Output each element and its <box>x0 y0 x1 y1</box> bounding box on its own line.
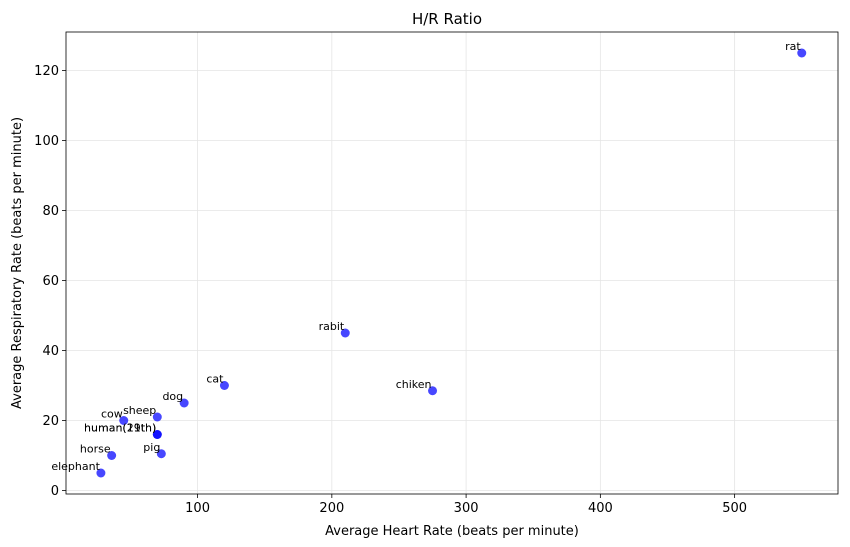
scatter-point <box>428 386 438 396</box>
scatter-point <box>340 328 350 338</box>
grid-lines <box>66 32 838 494</box>
point-label: horse <box>80 443 111 456</box>
scatter-point <box>96 468 106 478</box>
point-label: human(19th) <box>84 422 156 435</box>
point-label: rat <box>785 40 801 53</box>
y-tick-label: 40 <box>42 344 59 359</box>
chart-title: H/R Ratio <box>412 10 482 28</box>
point-label: cat <box>206 373 224 386</box>
y-tick-label: 100 <box>34 134 59 149</box>
point-label: sheep <box>123 404 156 417</box>
x-tick-label: 200 <box>319 501 344 516</box>
x-tick-label: 300 <box>454 501 479 516</box>
data-points <box>96 48 807 478</box>
point-label: pig <box>143 441 160 454</box>
y-axis-ticks: 0 20 40 60 80 100 120 <box>34 64 66 499</box>
scatter-point <box>119 416 129 425</box>
scatter-point <box>156 449 166 459</box>
point-label: dog <box>162 390 183 403</box>
point-labels: elephant horse cow sheep human(19th)human(21… <box>51 40 801 473</box>
x-tick-label: 400 <box>588 501 613 516</box>
x-tick-label: 500 <box>722 501 747 516</box>
x-tick-label: 100 <box>185 501 210 516</box>
point-label: elephant <box>51 460 100 473</box>
point-label: chiken <box>396 378 432 391</box>
y-axis-title: Average Respiratory Rate (beats per minu… <box>10 117 25 409</box>
y-tick-label: 0 <box>51 484 59 499</box>
x-axis-title: Average Heart Rate (beats per minute) <box>325 524 579 539</box>
point-label: rabit <box>319 320 345 333</box>
scatter-point <box>107 451 117 460</box>
point-label: human(21th) <box>84 422 156 435</box>
scatter-point <box>179 398 189 408</box>
y-tick-label: 120 <box>34 64 59 79</box>
scatter-point <box>152 430 162 439</box>
y-tick-label: 20 <box>42 414 59 429</box>
y-tick-label: 60 <box>42 274 59 289</box>
y-tick-label: 80 <box>42 204 59 219</box>
scatter-point <box>797 48 807 58</box>
x-axis-ticks: 100 200 300 400 500 <box>185 494 747 516</box>
scatter-point <box>152 412 162 422</box>
plot-frame <box>65 31 839 495</box>
point-label: cow <box>101 408 123 421</box>
scatter-point <box>219 381 229 390</box>
